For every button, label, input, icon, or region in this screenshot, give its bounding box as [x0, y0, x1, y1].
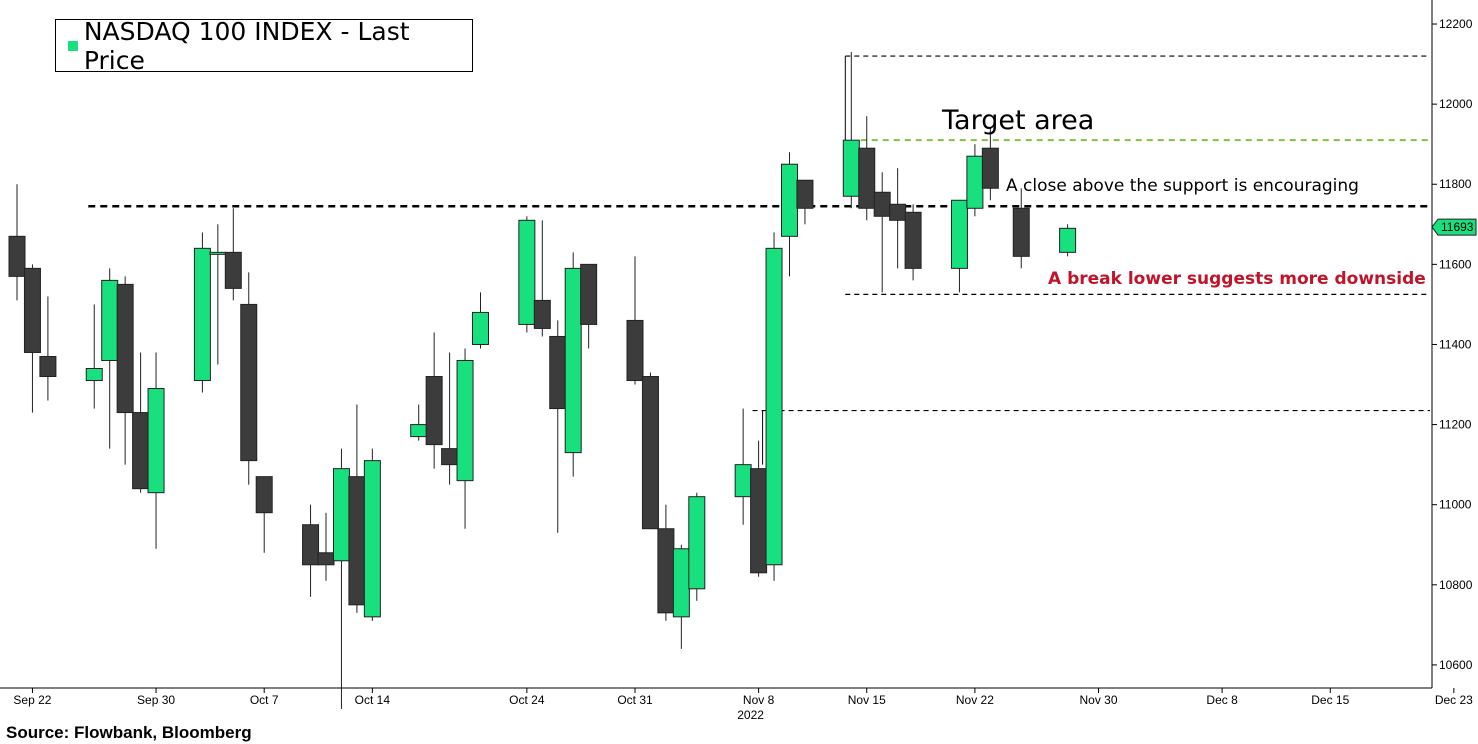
candle-body [209, 251, 227, 255]
candle-body [750, 468, 768, 574]
candle-body [472, 311, 489, 345]
last-price-label: 11693 [1441, 220, 1474, 234]
candle-body [85, 368, 103, 382]
x-tick-label: Oct 7 [250, 693, 279, 707]
x-tick-label: Sep 30 [137, 693, 175, 707]
candle-body [765, 247, 783, 566]
x-tick-label: Dec 23 [1435, 693, 1473, 707]
candle-body [255, 476, 273, 514]
candle-body [904, 211, 922, 269]
candle-body [966, 155, 984, 209]
candle-body [332, 468, 350, 562]
candle-body [734, 464, 752, 498]
candle-body [224, 251, 242, 289]
candle-body [858, 147, 876, 209]
x-tick-label: Oct 14 [355, 693, 391, 707]
axis-layer: 10600 10800 11000 11200 11400 11600 11800 12000… [0, 0, 1477, 722]
y-tick-label: 11600 [1439, 257, 1472, 271]
x-tick-label: Nov 22 [956, 693, 994, 707]
candle-body [518, 219, 536, 325]
x-tick-label: Nov 30 [1079, 693, 1117, 707]
candle-body [842, 139, 860, 197]
annotation-break-lower: A break lower suggests more downside [1048, 269, 1426, 289]
candle-body [116, 283, 134, 414]
x-tick-label: Nov 8 [743, 693, 775, 707]
candle-body [626, 319, 644, 382]
legend-label: NASDAQ 100 INDEX - Last Price [83, 16, 410, 75]
levels-layer [88, 55, 1430, 465]
candle-body [549, 335, 567, 410]
annotation-target-area: Target area [942, 105, 1095, 136]
candle-body [101, 279, 119, 361]
candle-body [147, 388, 165, 494]
y-tick-label: 11000 [1439, 498, 1472, 512]
candle-body [302, 524, 320, 566]
x-tick-label: Nov 15 [848, 693, 886, 707]
legend-swatch [68, 40, 78, 51]
candle-body [981, 147, 999, 189]
x-tick-label: Sep 22 [13, 693, 51, 707]
y-tick-label: 11800 [1439, 177, 1472, 191]
y-tick-label: 11200 [1439, 418, 1472, 432]
year-label: 2022 [737, 708, 764, 722]
last-price-tag [1431, 218, 1477, 236]
candle-body [796, 179, 814, 209]
candle-body [425, 376, 443, 446]
y-tick-label: 11400 [1439, 337, 1472, 351]
candle-body [580, 263, 598, 325]
candle-body [240, 303, 258, 462]
candle-body [348, 476, 366, 606]
y-tick-label: 12200 [1439, 17, 1473, 31]
candle-body [781, 163, 798, 237]
candle-body [657, 528, 675, 614]
candle-body [950, 199, 968, 269]
chart-legend: NASDAQ 100 INDEX - Last Price [55, 16, 473, 75]
candle-body [873, 191, 891, 217]
x-tick-label: Oct 24 [509, 693, 545, 707]
candle-body [363, 460, 381, 618]
candle-body [23, 267, 41, 353]
candle-body [441, 448, 459, 466]
candles-layer [8, 52, 1077, 709]
x-tick-label: Oct 31 [617, 693, 653, 707]
candle-body [533, 299, 551, 329]
y-tick-label: 10800 [1439, 578, 1473, 592]
source-note: Source: Flowbank, Bloomberg [6, 723, 252, 742]
candle-body [688, 496, 706, 590]
candle-body [317, 552, 335, 566]
candle-body [889, 203, 907, 221]
x-tick-label: Dec 15 [1311, 693, 1349, 707]
candle-body [410, 424, 428, 438]
candle-body [132, 412, 150, 490]
x-tick-label: Dec 8 [1206, 693, 1238, 707]
candle-body [641, 376, 659, 530]
candle-body [1012, 207, 1030, 257]
candle-body [1059, 227, 1077, 253]
y-tick-label: 12000 [1439, 97, 1473, 111]
candle-body [672, 548, 690, 618]
annotation-close-above-support: A close above the support is encouraging [1006, 176, 1359, 196]
candle-body [564, 267, 582, 454]
y-tick-label: 10600 [1439, 658, 1473, 672]
candle-body [8, 235, 26, 277]
candle-body [39, 355, 57, 378]
candle-body [193, 247, 211, 382]
candle-body [456, 359, 474, 482]
